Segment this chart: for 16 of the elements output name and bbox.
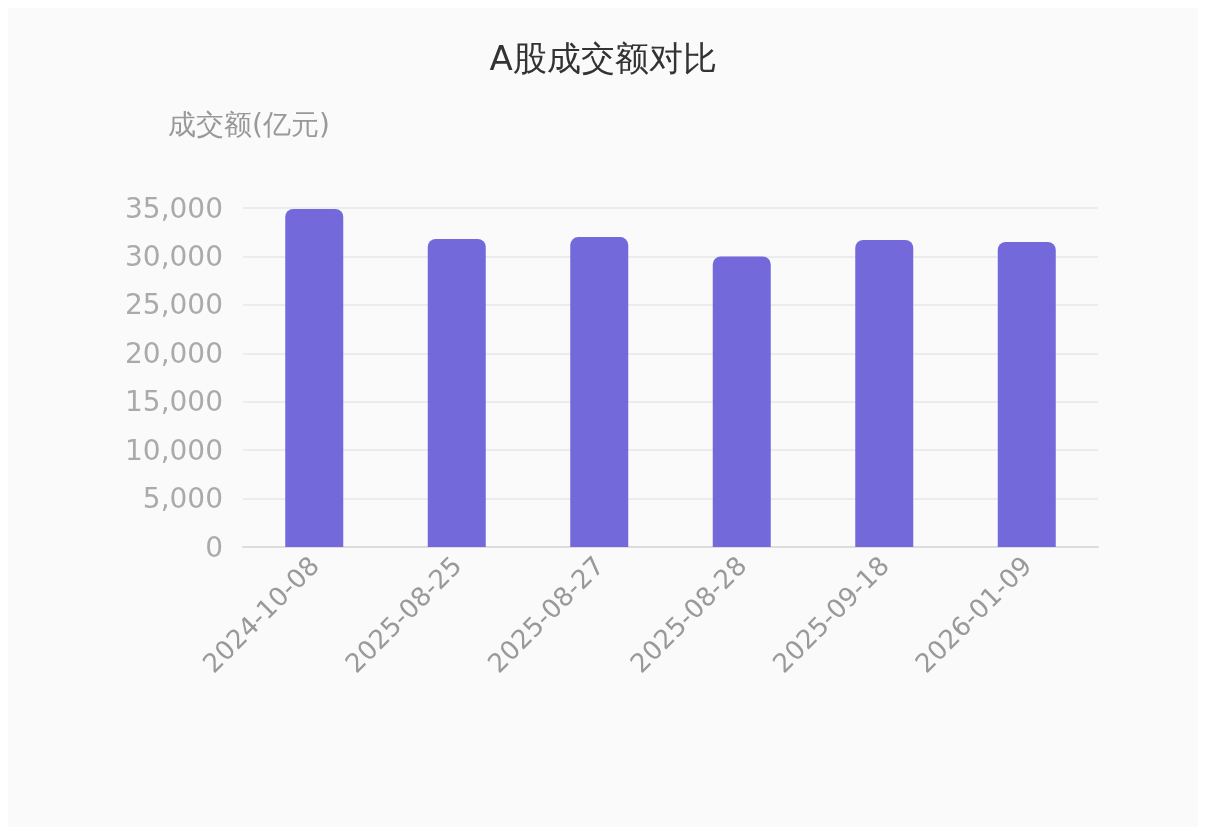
bar [997,241,1056,547]
y-axis-title: 成交额(亿元) [168,107,330,141]
bar [570,237,629,547]
y-tick-label: 20,000 [125,336,223,370]
bar [855,239,914,547]
y-tick-label: 30,000 [125,239,223,273]
bar [712,256,771,547]
y-tick-label: 35,000 [125,191,223,225]
bar [285,208,344,547]
bar [427,238,486,547]
y-tick-label: 10,000 [125,433,223,467]
y-tick-label: 15,000 [125,385,223,419]
y-tick-label: 25,000 [125,288,223,322]
y-tick-label: 0 [205,530,223,564]
y-tick-label: 5,000 [142,482,223,516]
chart-title: A股成交额对比 [489,38,717,78]
